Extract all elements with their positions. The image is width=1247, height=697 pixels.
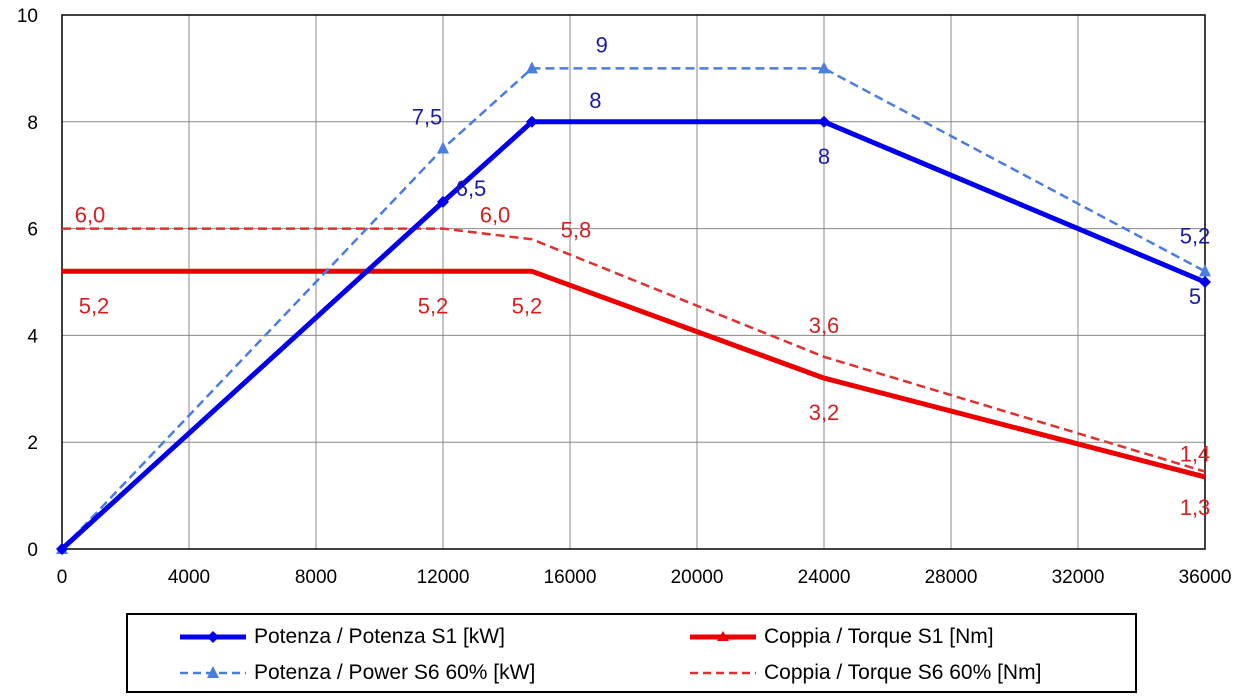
y-tick-label: 2 (27, 433, 38, 454)
data-label: 1,4 (1180, 442, 1211, 467)
plot-background (62, 15, 1205, 549)
legend: Potenza / Potenza S1 [kW] Potenza / Powe… (126, 613, 1137, 693)
data-label: 3,2 (809, 400, 840, 425)
x-tick-label: 12000 (417, 567, 470, 588)
legend-swatch-torque-s1 (690, 631, 756, 641)
x-tick-label: 36000 (1179, 567, 1232, 588)
data-label: 5,8 (561, 217, 592, 242)
series-line-3 (62, 227, 1206, 473)
data-label: 5,2 (79, 293, 110, 318)
legend-item-torque-s6: Coppia / Torque S6 60% [Nm] (688, 659, 1041, 687)
data-label: 7,5 (412, 105, 443, 130)
legend-item-power-s1: Potenza / Potenza S1 [kW] (178, 623, 505, 651)
series-marker-0 (1199, 276, 1211, 288)
series-marker-0 (818, 115, 830, 128)
data-label: 8 (818, 144, 830, 169)
series-marker-1 (525, 61, 538, 74)
series-marker-0 (525, 115, 538, 128)
legend-swatch-torque-s6 (690, 671, 756, 675)
x-tick-label: 28000 (925, 567, 978, 588)
y-tick-label: 10 (17, 6, 38, 27)
legend-label-power-s1: Potenza / Potenza S1 [kW] (254, 625, 505, 648)
data-label: 6,5 (456, 176, 487, 201)
y-tick-label: 4 (27, 326, 38, 347)
x-tick-label: 20000 (671, 567, 724, 588)
data-label: 6,0 (480, 203, 511, 228)
legend-swatch-power-s1 (180, 631, 246, 643)
legend-item-power-s6: Potenza / Power S6 60% [kW] (178, 659, 535, 687)
y-tick-label: 8 (27, 113, 38, 134)
y-tick-label: 0 (27, 540, 38, 561)
data-label: 8 (589, 88, 601, 113)
series-line-2 (62, 268, 1206, 480)
x-tick-label: 32000 (1052, 567, 1105, 588)
legend-swatch-power-s6 (180, 666, 246, 678)
x-tick-label: 8000 (295, 567, 337, 588)
data-label: 5,2 (1180, 223, 1211, 248)
x-tick-label: 24000 (798, 567, 851, 588)
series-marker-1 (437, 141, 449, 154)
data-label: 6,0 (75, 203, 106, 228)
series-marker-0 (56, 543, 68, 555)
x-tick-label: 16000 (544, 567, 597, 588)
legend-item-torque-s1: Coppia / Torque S1 [Nm] (688, 623, 994, 651)
plot-area: 0 4000 8000 12000 16000 20000 24000 28000 32000 3… (17, 6, 1232, 588)
legend-label-power-s6: Potenza / Power S6 60% [kW] (254, 661, 536, 684)
y-tick-label: 6 (27, 220, 38, 241)
data-label: 5 (1189, 284, 1201, 309)
x-tick-label: 0 (57, 567, 68, 588)
x-tick-label: 4000 (168, 567, 210, 588)
legend-label-torque-s1: Coppia / Torque S1 [Nm] (764, 625, 994, 648)
data-label: 3,6 (809, 313, 840, 338)
series-marker-0 (437, 195, 449, 208)
data-label: 1,3 (1180, 495, 1211, 520)
data-label: 5,2 (418, 293, 449, 318)
data-label: 9 (596, 32, 608, 57)
legend-label-torque-s6: Coppia / Torque S6 60% [Nm] (764, 661, 1042, 684)
data-label: 5,2 (512, 293, 543, 318)
series-marker-1 (818, 61, 830, 74)
series-marker-1 (1199, 264, 1211, 277)
